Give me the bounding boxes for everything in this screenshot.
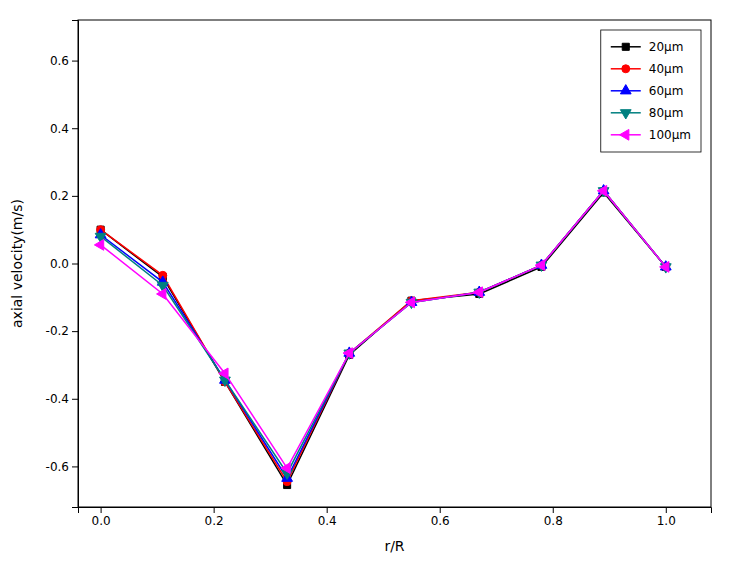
legend-item: 60μm bbox=[611, 84, 684, 98]
tick-label: -0.6 bbox=[46, 460, 69, 474]
axis-line bbox=[79, 508, 712, 514]
plot-frame bbox=[78, 20, 711, 507]
legend-item: 20μm bbox=[611, 40, 684, 54]
legend-marker bbox=[622, 43, 629, 50]
point bbox=[405, 297, 414, 308]
point bbox=[535, 260, 544, 271]
legend-box bbox=[601, 30, 701, 152]
legend-label: 80μm bbox=[649, 106, 684, 120]
point bbox=[157, 289, 166, 300]
tick-label: 0.0 bbox=[92, 514, 111, 528]
x-axis: 0.0 0.2 0.4 0.6 0.8 1.0 bbox=[79, 507, 712, 528]
series-line bbox=[101, 191, 666, 473]
point bbox=[343, 348, 352, 359]
tick-label: 0.2 bbox=[205, 514, 224, 528]
x-axis-title: r/R bbox=[384, 538, 404, 554]
y-axis-title: axial velocity(m/s) bbox=[9, 199, 25, 328]
tick-label: -0.2 bbox=[46, 324, 69, 338]
chart: 0.00.20.40.60.81.0-0.6-0.4-0.20.00.20.40… bbox=[0, 0, 735, 567]
tick: -0.6 bbox=[46, 460, 78, 474]
tick-mark bbox=[440, 507, 441, 513]
y-axis: -0.6 -0.4 -0.2 0.0 0.2 0.4 0.6 bbox=[46, 21, 79, 508]
tick-label: 0.4 bbox=[50, 122, 69, 136]
series-line bbox=[101, 191, 666, 482]
tick: 0.2 bbox=[50, 189, 78, 203]
tick: 0.4 bbox=[50, 122, 78, 136]
legend: 20μm 40μm 60μm 80μm 100μm bbox=[601, 30, 701, 152]
tick-mark bbox=[72, 331, 78, 332]
point bbox=[219, 368, 228, 379]
point bbox=[473, 287, 482, 298]
legend-label: 40μm bbox=[649, 62, 684, 76]
tick-label: 0.6 bbox=[431, 514, 450, 528]
tick: 0.4 bbox=[318, 507, 337, 528]
tick: 0.0 bbox=[50, 257, 78, 271]
tick-label: 0.6 bbox=[50, 54, 69, 68]
legend-marker bbox=[622, 65, 630, 73]
tick-mark bbox=[101, 507, 102, 513]
tick: 0.6 bbox=[50, 54, 78, 68]
legend-label: 60μm bbox=[649, 84, 684, 98]
series-line bbox=[101, 191, 666, 478]
legend-marker bbox=[620, 129, 629, 140]
tick: 0.2 bbox=[205, 507, 224, 528]
marks bbox=[94, 185, 671, 489]
legend-label: 100μm bbox=[649, 128, 691, 142]
tick-label: 0.2 bbox=[50, 189, 69, 203]
tick: 0.0 bbox=[92, 507, 111, 528]
tick: 0.6 bbox=[431, 507, 450, 528]
tick-label: -0.4 bbox=[46, 392, 69, 406]
tick: -0.2 bbox=[46, 324, 78, 338]
legend-label: 20μm bbox=[649, 40, 684, 54]
legend-item: 40μm bbox=[611, 62, 684, 76]
legend-item: 80μm bbox=[611, 106, 684, 120]
point bbox=[281, 463, 290, 474]
tick-label: 0.0 bbox=[50, 257, 69, 271]
legend-item: 100μm bbox=[611, 128, 691, 142]
tick-mark bbox=[327, 507, 328, 513]
tick-label: 0.4 bbox=[318, 514, 337, 528]
legend-marker bbox=[620, 110, 631, 119]
tick-mark bbox=[72, 61, 78, 62]
tick-mark bbox=[666, 507, 667, 513]
tick-mark bbox=[72, 128, 78, 129]
series-line bbox=[101, 191, 666, 468]
tick-label: 0.8 bbox=[544, 514, 563, 528]
tick: -0.4 bbox=[46, 392, 78, 406]
tick-label: 1.0 bbox=[657, 514, 676, 528]
point bbox=[94, 240, 103, 251]
tick-mark bbox=[72, 399, 78, 400]
axis-line bbox=[72, 21, 79, 508]
tick-mark bbox=[553, 507, 554, 513]
legend-marker bbox=[620, 85, 631, 94]
tick-mark bbox=[214, 507, 215, 513]
series-line bbox=[101, 192, 666, 485]
tick: 0.8 bbox=[544, 507, 563, 528]
point bbox=[597, 185, 606, 196]
tick-mark bbox=[72, 264, 78, 265]
tick-mark bbox=[72, 196, 78, 197]
point bbox=[660, 262, 669, 273]
tick: 1.0 bbox=[657, 507, 676, 528]
tick-mark bbox=[72, 466, 78, 467]
plot: 0.00.20.40.60.81.0-0.6-0.4-0.20.00.20.40… bbox=[46, 20, 712, 528]
